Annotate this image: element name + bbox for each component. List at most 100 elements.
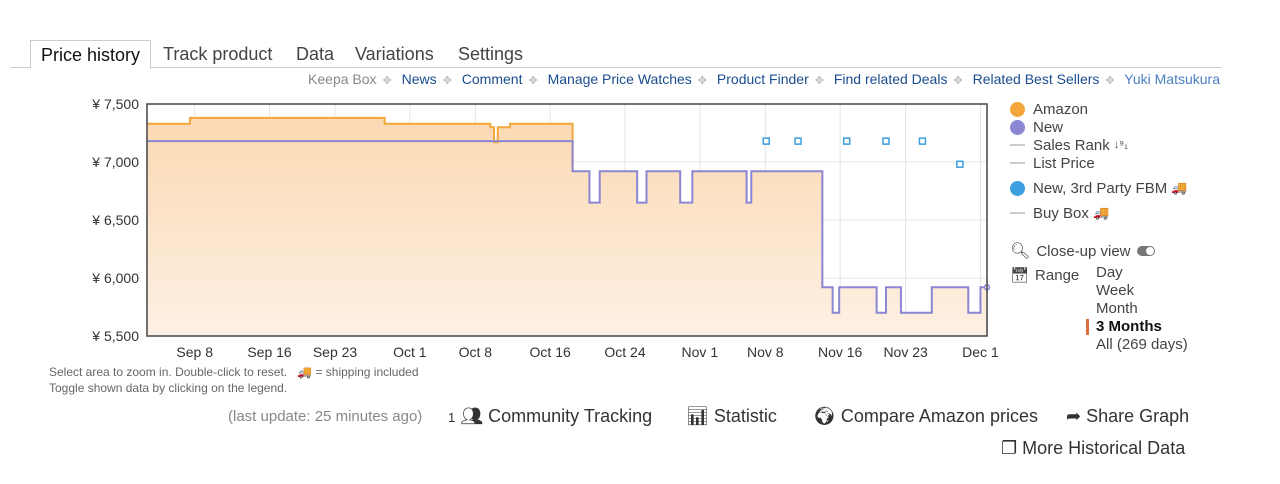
shipping-note: = shipping included [315, 365, 419, 379]
chart-hint: Select area to zoom in. Double-click to … [49, 364, 419, 396]
x-tick-label: Sep 16 [247, 344, 292, 360]
legend-new[interactable]: New [1010, 118, 1188, 136]
find-related-deals-link[interactable]: Find related Deals [833, 71, 948, 87]
close-up-label: Close-up view [1036, 242, 1131, 260]
tab-settings[interactable]: Settings [458, 44, 524, 64]
y-tick-label: ¥ 7,000 [91, 154, 139, 170]
statistic-label: Statistic [713, 406, 777, 426]
legend-label: List Price [1033, 154, 1095, 172]
range-month[interactable]: Month [1096, 300, 1138, 317]
magnifier-icon: 🔍︎ [1010, 243, 1031, 260]
legend-label: New, 3rd Party FBM [1033, 179, 1168, 197]
amazon-price-line [147, 116, 574, 172]
copy-icon: ❐ [1001, 438, 1018, 458]
y-tick-label: ¥ 7,500 [91, 96, 139, 112]
price-chart[interactable]: ¥ 7,500 ¥ 7,000 ¥ 6,500 ¥ 6,000 ¥ 5,500 Sep 8… [0, 0, 1000, 362]
tab-variations[interactable]: Variations [355, 44, 434, 64]
legend-amazon[interactable]: Amazon [1010, 100, 1188, 118]
user-link[interactable]: Yuki Matsukura [1124, 71, 1220, 87]
legend-list-price[interactable]: List Price [1010, 154, 1188, 172]
keepa-box-label: Keepa Box [308, 71, 377, 87]
more-label: More Historical Data [1022, 438, 1186, 458]
dash-icon [1010, 212, 1025, 214]
close-up-toggle[interactable]: 🔍︎ Close-up view [1010, 240, 1188, 262]
comment-link[interactable]: Comment [461, 71, 523, 87]
x-tick-label: Nov 16 [818, 344, 863, 360]
fbm-price-point [956, 160, 964, 169]
range-options: Day Week Month 3 Months All (269 days) [1086, 264, 1188, 354]
amazon-dot-icon [1010, 101, 1025, 117]
legend-label: Amazon [1033, 100, 1089, 118]
fbm-price-point [918, 137, 927, 145]
truck-icon: 🚚 [1093, 205, 1110, 220]
dash-icon [1010, 162, 1025, 164]
new-price-line [147, 140, 987, 314]
legend-buy-box[interactable]: Buy Box 🚚 [1010, 202, 1188, 224]
y-tick-label: ¥ 6,000 [91, 270, 139, 286]
y-tick-label: ¥ 5,500 [91, 328, 139, 344]
x-tick-label: Nov 23 [883, 344, 928, 360]
hint-line-1: Select area to zoom in. Double-click to … [49, 365, 288, 379]
share-graph-button[interactable]: ➦ Share Graph [1066, 406, 1189, 427]
x-tick-label: Oct 8 [459, 344, 493, 360]
fbm-price-point [882, 137, 890, 145]
users-icon: 👥︎ [460, 406, 484, 426]
price-fill-area [147, 117, 987, 336]
y-tick-label: ¥ 6,500 [91, 212, 139, 228]
chart-frame [146, 103, 988, 337]
more-historical-data-button[interactable]: ❐ More Historical Data [1001, 438, 1185, 459]
community-count: 1 [448, 410, 456, 425]
news-link[interactable]: News [401, 71, 437, 87]
truck-icon: 🚚 [1171, 180, 1188, 195]
related-best-sellers-link[interactable]: Related Best Sellers [972, 71, 1100, 87]
truck-icon: 🚚 [297, 365, 313, 379]
fbm-dot-icon [1010, 180, 1025, 196]
link-bar: Keepa Box ✥ News ✥ Comment ✥ Manage Price W… [308, 71, 1220, 87]
calendar-icon: 📅︎ [1010, 267, 1030, 284]
statistic-button[interactable]: 📊︎ Statistic [686, 406, 777, 427]
community-label: Community Tracking [488, 406, 653, 426]
legend-sales-rank[interactable]: Sales Rank ↓⁹₁ [1010, 136, 1188, 154]
product-finder-link[interactable]: Product Finder [716, 71, 809, 87]
legend-label: Sales Rank [1033, 136, 1110, 154]
fbm-price-point [842, 137, 851, 145]
toggle-switch[interactable] [1136, 246, 1155, 256]
legend-label: Buy Box [1033, 204, 1089, 222]
new-dot-icon [1010, 119, 1025, 135]
manage-price-watches-link[interactable]: Manage Price Watches [547, 71, 692, 87]
x-tick-label: Dec 1 [962, 344, 999, 360]
x-tick-label: Nov 8 [747, 344, 784, 360]
range-row: 📅︎ Range [1010, 264, 1188, 286]
community-tracking-button[interactable]: 1 👥︎ Community Tracking [448, 406, 652, 427]
x-tick-label: Nov 1 [682, 344, 719, 360]
range-all[interactable]: All (269 days) [1096, 336, 1188, 353]
range-3-months[interactable]: 3 Months [1086, 318, 1188, 336]
range-week[interactable]: Week [1096, 282, 1135, 299]
compare-label: Compare Amazon prices [840, 406, 1038, 426]
x-tick-label: Oct 16 [530, 344, 571, 360]
dash-icon [1010, 144, 1025, 146]
bar-chart-icon: 📊︎ [686, 406, 709, 426]
share-label: Share Graph [1086, 406, 1190, 426]
x-tick-label: Oct 24 [604, 344, 645, 360]
tab-track-product[interactable]: Track product [163, 44, 273, 64]
sort-icon: ↓⁹₁ [1113, 139, 1128, 151]
fbm-price-point [762, 137, 770, 145]
fbm-price-point [794, 137, 802, 145]
range-day[interactable]: Day [1096, 264, 1123, 281]
x-tick-label: Sep 23 [313, 344, 358, 360]
globe-icon: 🌍︎ [813, 406, 836, 426]
x-tick-label: Oct 1 [393, 344, 427, 360]
compare-prices-button[interactable]: 🌍︎ Compare Amazon prices [813, 406, 1038, 427]
last-update: (last update: 25 minutes ago) [228, 408, 423, 425]
tab-bar: Price history Track product Data Variati… [10, 40, 1222, 69]
tab-data[interactable]: Data [296, 44, 335, 64]
tab-price-history[interactable]: Price history [30, 40, 152, 69]
legend-label: New [1033, 118, 1064, 136]
legend-fbm[interactable]: New, 3rd Party FBM 🚚 [1010, 177, 1188, 199]
legend: Amazon New Sales Rank ↓⁹₁ List Price New… [1010, 100, 1188, 286]
range-label: Range [1035, 266, 1080, 284]
hint-line-2: Toggle shown data by clicking on the leg… [49, 381, 288, 395]
share-icon: ➦ [1066, 406, 1082, 426]
x-tick-label: Sep 8 [176, 344, 213, 360]
